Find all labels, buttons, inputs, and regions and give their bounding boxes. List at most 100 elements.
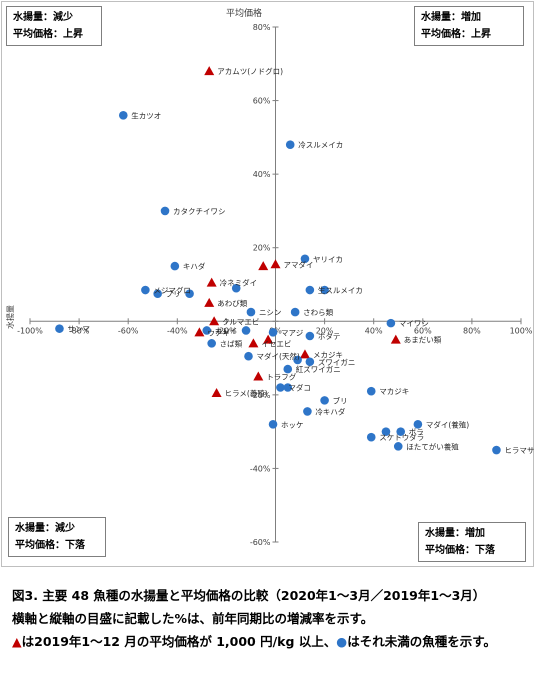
point-label: 冷スルメイカ <box>298 140 343 150</box>
circle-point <box>231 283 241 293</box>
circle-point <box>55 324 64 333</box>
y-tick-label: -60% <box>250 538 271 547</box>
circle-point <box>386 318 396 328</box>
quadrant-bottom-left-line1: 水揚量：減少 <box>15 523 75 534</box>
circle-marker-icon: ● <box>336 634 348 649</box>
x-tick-label: 100% <box>510 326 533 335</box>
quadrant-bottom-right-line1: 水揚量：増加 <box>425 528 485 539</box>
caption-line-3b: はそれ未満の魚種を示す。 <box>347 634 496 649</box>
point-label: マダイ(養殖) <box>426 419 469 429</box>
circle-point <box>160 206 170 216</box>
triangle-point <box>253 371 264 381</box>
circle-point <box>268 328 278 337</box>
circle-point <box>305 331 315 341</box>
quadrant-top-left: 水揚量：減少 平均価格：上昇 <box>6 6 102 46</box>
circle-point <box>366 386 376 396</box>
point-label: トラフグ <box>266 371 296 381</box>
point-label: 冷キハダ <box>315 406 345 416</box>
circle-point <box>300 254 310 264</box>
point-label: ウナギ <box>207 328 230 337</box>
circle-point <box>241 326 251 335</box>
triangle-point <box>194 327 205 337</box>
circle-point <box>396 427 406 436</box>
circle-point <box>305 357 315 367</box>
circle-point <box>381 427 391 436</box>
circle-point <box>320 396 329 405</box>
point-label: 生スルメイカ <box>318 285 363 295</box>
circle-point <box>246 307 256 317</box>
x-tick-label: 20% <box>316 326 334 335</box>
circle-point <box>492 445 501 455</box>
circle-point <box>303 407 312 416</box>
quadrant-top-right-line1: 水揚量：増加 <box>421 12 481 23</box>
point-label: 生カツオ <box>131 110 161 120</box>
quadrant-top-left-line2: 平均価格：上昇 <box>13 29 83 40</box>
point-label: ズワイガニ <box>318 357 356 367</box>
caption-line-1: 図3. 主要 48 魚種の水揚量と平均価格の比較（2020年1～3月／2019年… <box>12 588 486 603</box>
circle-point <box>153 289 162 298</box>
point-label: ヒラマサ <box>504 446 534 455</box>
point-label: あまだい類 <box>404 335 442 345</box>
circle-point <box>283 364 293 374</box>
point-label: さば類 <box>220 338 243 348</box>
chart-title: 平均価格 <box>226 7 262 19</box>
point-label: スケトウダラ <box>379 432 424 442</box>
caption-line-3: ▲は2019年1～12 月の平均価格が 1,000 円/kg 以上、●はそれ未満… <box>12 630 532 653</box>
circle-point <box>276 383 285 392</box>
quadrant-bottom-left: 水揚量：減少 平均価格：下落 <box>8 517 106 557</box>
quadrant-bottom-right: 水揚量：増加 平均価格：下落 <box>418 522 526 562</box>
triangle-point <box>270 259 281 269</box>
point-label: さわら類 <box>303 307 333 317</box>
triangle-point <box>390 334 401 344</box>
quadrant-top-left-line1: 水揚量：減少 <box>13 12 73 23</box>
point-label: マアジ <box>281 328 304 337</box>
point-label: キハダ <box>183 261 206 271</box>
x-axis-label: 水揚量 <box>5 305 15 329</box>
triangle-point <box>211 388 222 398</box>
x-tick-label: -20% <box>216 326 237 335</box>
point-label: マダイ(天然) <box>256 351 299 361</box>
triangle-point <box>204 66 215 76</box>
x-tick-label: 80% <box>463 326 481 335</box>
circle-point <box>393 442 403 451</box>
circle-point <box>141 285 150 295</box>
point-label: ヤリイカ <box>313 255 343 264</box>
point-label: クルマエビ <box>222 317 259 326</box>
triangle-marker-icon: ▲ <box>12 634 22 649</box>
point-label: ブリ <box>166 289 181 299</box>
x-tick-label: -100% <box>17 326 43 335</box>
point-label: ニシン <box>259 308 282 317</box>
point-label: ボラ <box>409 428 424 437</box>
y-tick-label: -20% <box>250 391 271 400</box>
y-tick-label: 60% <box>253 97 271 106</box>
point-label: メカジキ <box>313 350 343 359</box>
triangle-point <box>204 297 215 307</box>
scatter-chart: -100%-80%-60%-40%-20%0%20%40%60%80%100%8… <box>5 7 534 547</box>
point-label: ほたてがい養殖 <box>406 441 459 451</box>
triangle-point <box>263 334 274 344</box>
point-label: アマダイ <box>284 259 314 269</box>
x-tick-label: 60% <box>414 326 432 335</box>
circle-point <box>305 285 315 295</box>
circle-point <box>118 110 128 120</box>
y-tick-label: 80% <box>253 23 271 32</box>
y-tick-label: 40% <box>253 170 271 179</box>
circle-point <box>244 351 253 361</box>
point-label: ホッケ <box>281 420 304 429</box>
point-label: サンマ <box>67 325 90 334</box>
point-label: マカジキ <box>379 387 409 396</box>
x-tick-label: 40% <box>365 326 383 335</box>
circle-point <box>285 140 295 150</box>
point-label: アカムツ(ノドグロ) <box>217 66 283 76</box>
triangle-point <box>258 261 269 271</box>
circle-point <box>283 383 293 392</box>
point-label: イセエビ <box>261 339 291 348</box>
point-label: ヒラメ(養殖) <box>225 388 268 398</box>
point-label: ホタテ <box>318 332 341 341</box>
triangle-point <box>248 338 259 348</box>
circle-point <box>207 339 216 348</box>
caption-line-2: 横軸と縦軸の目盛に記載した%は、前年同期比の増減率を示す。 <box>12 611 374 626</box>
x-tick-label: -60% <box>118 326 139 335</box>
quadrant-bottom-right-line2: 平均価格：下落 <box>425 545 495 556</box>
circle-point <box>268 419 278 429</box>
